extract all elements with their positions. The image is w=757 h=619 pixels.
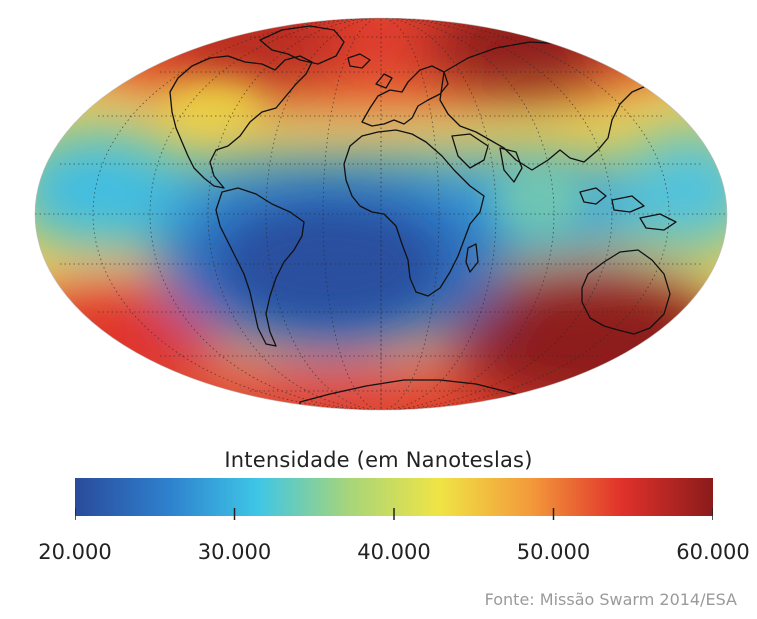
colorbar-tick-label: 60.000	[676, 540, 749, 564]
colorbar-tick-label: 40.000	[357, 540, 430, 564]
colorbar-tick-label: 20.000	[38, 540, 111, 564]
colorbar	[75, 478, 713, 520]
colorbar-tick-label: 30.000	[198, 540, 271, 564]
colorbar-tick-label: 50.000	[517, 540, 590, 564]
source-credit: Fonte: Missão Swarm 2014/ESA	[485, 590, 737, 609]
magnetic-field-map	[0, 0, 757, 430]
legend-title: Intensidade (em Nanoteslas)	[0, 448, 757, 472]
